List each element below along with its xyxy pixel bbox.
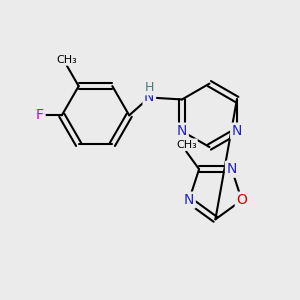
Text: O: O: [236, 193, 247, 207]
Text: N: N: [144, 91, 154, 104]
Text: F: F: [36, 108, 44, 122]
Text: N: N: [184, 193, 194, 207]
Text: N: N: [232, 124, 242, 138]
Text: CH₃: CH₃: [176, 140, 196, 150]
Text: CH₃: CH₃: [56, 55, 77, 64]
Text: H: H: [145, 81, 154, 94]
Text: N: N: [226, 162, 237, 176]
Text: N: N: [177, 124, 187, 138]
